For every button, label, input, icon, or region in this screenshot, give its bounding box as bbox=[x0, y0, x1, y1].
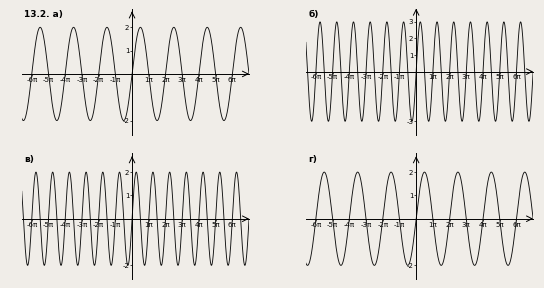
Text: в): в) bbox=[24, 155, 34, 164]
Text: б): б) bbox=[308, 10, 318, 19]
Text: г): г) bbox=[308, 155, 317, 164]
Text: 13.2. a): 13.2. a) bbox=[24, 10, 63, 19]
